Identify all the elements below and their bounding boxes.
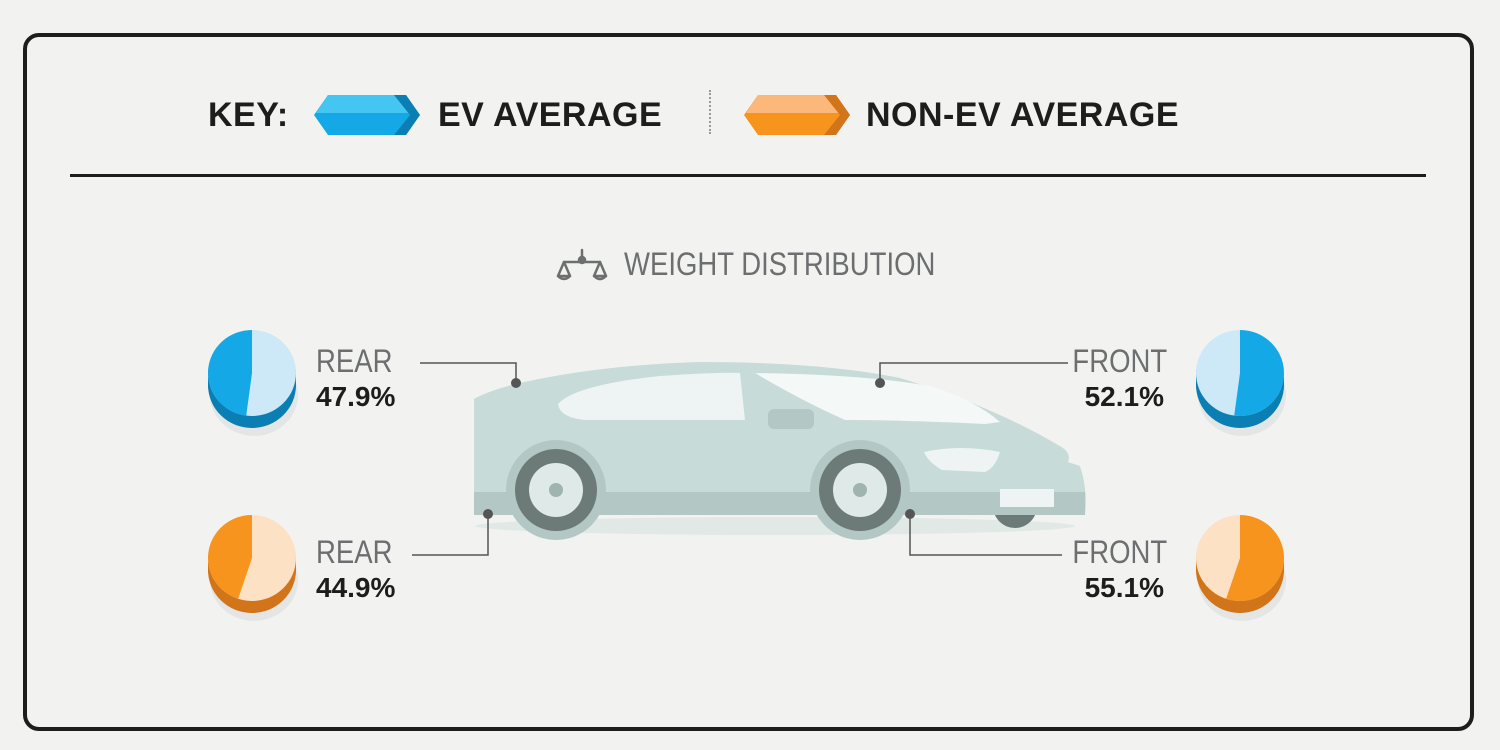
headlight bbox=[924, 448, 1000, 472]
pie-nonev-rear bbox=[208, 515, 298, 621]
scale-icon bbox=[556, 248, 608, 281]
section-title: WEIGHT DISTRIBUTION bbox=[624, 246, 936, 282]
non-ev-swatch-icon bbox=[744, 95, 850, 135]
pie-share-slice bbox=[208, 330, 252, 416]
leader-line-ev-front bbox=[879, 362, 1068, 383]
ev-swatch-icon bbox=[314, 95, 420, 135]
value-nonev-front: 55.1% bbox=[1084, 572, 1164, 603]
legend-title: KEY: bbox=[208, 96, 289, 134]
label-nonev-front: FRONT bbox=[1072, 534, 1167, 570]
rear-window bbox=[558, 372, 745, 420]
legend-item-non-ev: NON-EV AVERAGE bbox=[866, 96, 1180, 134]
anchor-dot-nonev-rear bbox=[483, 509, 493, 519]
pie-share-slice bbox=[1234, 330, 1284, 416]
value-nonev-rear: 44.9% bbox=[316, 572, 396, 603]
pie-ev-front bbox=[1196, 330, 1286, 436]
pie-share-slice bbox=[1226, 515, 1285, 601]
front-wheel bbox=[810, 440, 910, 540]
legend-divider bbox=[709, 90, 711, 134]
value-ev-front: 52.1% bbox=[1084, 381, 1164, 412]
rear-wheel bbox=[506, 440, 606, 540]
license-plate bbox=[1000, 489, 1054, 507]
car-skirt bbox=[474, 492, 1085, 515]
anchor-dot-nonev-front bbox=[905, 509, 915, 519]
anchor-dot-ev-front bbox=[875, 378, 885, 388]
leader-line-nonev-rear bbox=[412, 514, 489, 556]
leader-line-nonev-front bbox=[909, 514, 1062, 556]
legend: KEY: EV AVERAGE NON-EV AVERAGE bbox=[0, 88, 1500, 143]
anchor-dot-ev-rear bbox=[511, 378, 521, 388]
pie-ev-rear bbox=[208, 330, 298, 436]
card-frame bbox=[23, 33, 1474, 731]
divider-rule bbox=[70, 174, 1426, 177]
pie-nonev-front bbox=[1196, 515, 1286, 621]
label-nonev-rear: REAR bbox=[316, 534, 393, 570]
value-ev-rear: 47.9% bbox=[316, 381, 396, 412]
label-ev-rear: REAR bbox=[316, 343, 393, 379]
car-shadow bbox=[475, 517, 1075, 535]
door-handle bbox=[768, 409, 814, 429]
legend-item-ev: EV AVERAGE bbox=[438, 96, 663, 134]
front-window bbox=[750, 373, 1000, 424]
leader-line-ev-rear bbox=[420, 362, 517, 383]
pie-share-slice bbox=[208, 515, 252, 599]
label-ev-front: FRONT bbox=[1072, 343, 1167, 379]
